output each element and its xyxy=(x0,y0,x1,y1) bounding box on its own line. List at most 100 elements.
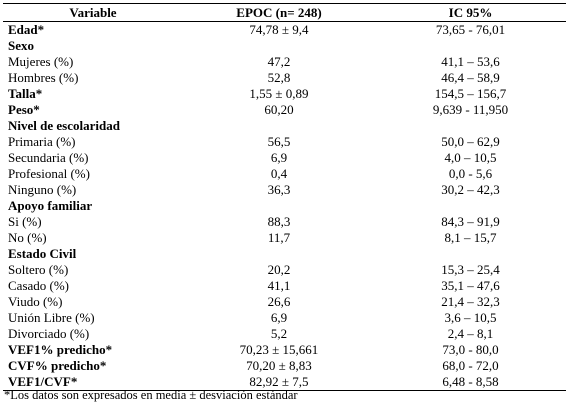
row-label: Edad* xyxy=(8,22,45,37)
row-label: Secundaria (%) xyxy=(8,150,89,165)
epoc-value: 70,20 ± 8,83 xyxy=(246,358,312,373)
epoc-value: 1,55 ± 0,89 xyxy=(249,86,309,101)
table-row: Soltero (%) 20,2 15,3 – 25,4 xyxy=(3,262,566,278)
ic95-value: 9,639 - 11,950 xyxy=(432,102,509,117)
ic95-value: 154,5 – 156,7 xyxy=(434,86,507,101)
epoc-value: 47,2 xyxy=(267,54,291,69)
section-header-row: Estado Civil xyxy=(3,246,566,262)
epoc-value: 0,4 xyxy=(270,166,288,181)
epoc-value: 70,23 ± 15,661 xyxy=(239,342,319,357)
ic95-value: 0,0 - 5,6 xyxy=(448,166,493,181)
ic95-value: 73,65 - 76,01 xyxy=(435,22,506,37)
row-label: Primaria (%) xyxy=(8,134,76,149)
epoc-value: 88,3 xyxy=(267,214,291,229)
row-label: CVF% predicho* xyxy=(8,358,107,373)
header-row: Variable EPOC (n= 248) IC 95% xyxy=(3,3,566,22)
ic95-value xyxy=(375,246,566,262)
epoc-value: 41,1 xyxy=(267,278,291,293)
column-header-ic95: IC 95% xyxy=(375,3,566,22)
table-row: Viudo (%) 26,6 21,4 – 32,3 xyxy=(3,294,566,310)
ic95-value: 46,4 – 58,9 xyxy=(441,70,500,85)
ic95-value xyxy=(375,118,566,134)
ic95-value: 68,0 - 72,0 xyxy=(442,358,499,373)
table-row: VEF1/CVF* 82,92 ± 7,5 6,48 - 8,58 xyxy=(3,374,566,391)
epoc-value xyxy=(183,118,375,134)
ic95-value: 30,2 – 42,3 xyxy=(441,182,500,197)
table-row: Primaria (%) 56,5 50,0 – 62,9 xyxy=(3,134,566,150)
ic95-value: 50,0 – 62,9 xyxy=(441,134,500,149)
epoc-value xyxy=(183,38,375,54)
epoc-value: 52,8 xyxy=(267,70,291,85)
ic95-value: 21,4 – 32,3 xyxy=(441,294,500,309)
epoc-value: 6,9 xyxy=(270,150,288,165)
ic95-value: 84,3 – 91,9 xyxy=(441,214,500,229)
ic95-value: 73,0 - 80,0 xyxy=(442,342,499,357)
ic95-value: 2,4 – 8,1 xyxy=(447,326,494,341)
table-body: Edad* 74,78 ± 9,4 73,65 - 76,01 Sexo Mujeres… xyxy=(3,22,566,391)
row-label: Nivel de escolaridad xyxy=(8,118,120,133)
table-row: Ninguno (%) 36,3 30,2 – 42,3 xyxy=(3,182,566,198)
column-header-variable: Variable xyxy=(3,3,183,22)
footnote: *Los datos son expresados en media ± des… xyxy=(4,388,298,402)
row-label: Viudo (%) xyxy=(8,294,63,309)
section-header-row: Sexo xyxy=(3,38,566,54)
epoc-value: 36,3 xyxy=(267,182,291,197)
row-label: Soltero (%) xyxy=(8,262,69,277)
row-label: VEF1% predicho* xyxy=(8,342,113,357)
patient-characteristics-table: Variable EPOC (n= 248) IC 95% Edad* 74,78… xyxy=(3,3,566,391)
ic95-value: 8,1 – 15,7 xyxy=(444,230,497,245)
row-label: Apoyo familiar xyxy=(8,198,93,213)
ic95-value: 4,0 – 10,5 xyxy=(444,150,497,165)
section-header-row: Apoyo familiar xyxy=(3,198,566,214)
ic95-value: 41,1 – 53,6 xyxy=(441,54,500,69)
epoc-value: 6,9 xyxy=(270,310,288,325)
row-label: Profesional (%) xyxy=(8,166,90,181)
epoc-value: 20,2 xyxy=(267,262,291,277)
table-row: Peso* 60,20 9,639 - 11,950 xyxy=(3,102,566,118)
epoc-value: 26,6 xyxy=(267,294,291,309)
epoc-value: 11,7 xyxy=(267,230,291,245)
table-row: Edad* 74,78 ± 9,4 73,65 - 76,01 xyxy=(3,22,566,39)
table-row: Profesional (%) 0,4 0,0 - 5,6 xyxy=(3,166,566,182)
table-row: VEF1% predicho* 70,23 ± 15,661 73,0 - 80,0 xyxy=(3,342,566,358)
table-header: Variable EPOC (n= 248) IC 95% xyxy=(3,3,566,22)
table-row: Unión Libre (%) 6,9 3,6 – 10,5 xyxy=(3,310,566,326)
table-row: Hombres (%) 52,8 46,4 – 58,9 xyxy=(3,70,566,86)
ic95-value xyxy=(375,38,566,54)
table-row: Si (%) 88,3 84,3 – 91,9 xyxy=(3,214,566,230)
epoc-value: 56,5 xyxy=(267,134,291,149)
epoc-value xyxy=(183,246,375,262)
row-label: Unión Libre (%) xyxy=(8,310,95,325)
row-label: Hombres (%) xyxy=(8,70,79,85)
row-label: VEF1/CVF* xyxy=(3,374,183,391)
ic95-value xyxy=(375,198,566,214)
row-label: Si (%) xyxy=(8,214,42,229)
row-label: Divorciado (%) xyxy=(8,326,90,341)
epoc-value: 82,92 ± 7,5 xyxy=(183,374,375,391)
epoc-value: 74,78 ± 9,4 xyxy=(249,22,309,37)
row-label: Mujeres (%) xyxy=(8,54,74,69)
column-header-epoc: EPOC (n= 248) xyxy=(183,3,375,22)
row-label: Casado (%) xyxy=(8,278,70,293)
table-row: Divorciado (%) 5,2 2,4 – 8,1 xyxy=(3,326,566,342)
row-label: Ninguno (%) xyxy=(8,182,77,197)
row-label: Peso* xyxy=(8,102,40,117)
table-row: Casado (%) 41,1 35,1 – 47,6 xyxy=(3,278,566,294)
table-row: Mujeres (%) 47,2 41,1 – 53,6 xyxy=(3,54,566,70)
row-label: No (%) xyxy=(8,230,47,245)
table-row: Talla* 1,55 ± 0,89 154,5 – 156,7 xyxy=(3,86,566,102)
epoc-value xyxy=(183,198,375,214)
ic95-value: 3,6 – 10,5 xyxy=(444,310,497,325)
ic95-value: 6,48 - 8,58 xyxy=(375,374,566,391)
table-row: No (%) 11,7 8,1 – 15,7 xyxy=(3,230,566,246)
section-header-row: Nivel de escolaridad xyxy=(3,118,566,134)
row-label: Estado Civil xyxy=(8,246,77,261)
row-label: Talla* xyxy=(8,86,43,101)
table-row: CVF% predicho* 70,20 ± 8,83 68,0 - 72,0 xyxy=(3,358,566,374)
row-label: Sexo xyxy=(8,38,34,53)
epoc-value: 5,2 xyxy=(270,326,288,341)
table-row: Secundaria (%) 6,9 4,0 – 10,5 xyxy=(3,150,566,166)
ic95-value: 15,3 – 25,4 xyxy=(441,262,500,277)
epoc-value: 60,20 xyxy=(264,102,294,117)
